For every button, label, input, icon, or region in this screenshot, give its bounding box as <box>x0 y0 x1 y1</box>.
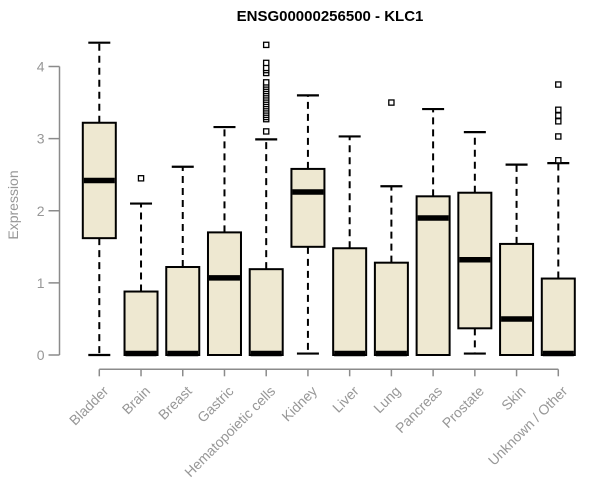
box-breast <box>165 266 201 357</box>
outlier-brain <box>137 175 145 182</box>
x-tick-label-prostate: Prostate <box>439 383 487 431</box>
x-tick-label-bladder: Bladder <box>66 383 112 429</box>
outlier-hematopoietic-cells <box>262 41 270 49</box>
box-hematopoietic-cells <box>248 268 284 357</box>
x-tick-label-skin: Skin <box>498 383 529 414</box>
box-lung <box>373 261 409 356</box>
x-tick-label-lung: Lung <box>370 383 403 416</box>
box-skin <box>499 242 535 357</box>
box-unknown-other <box>540 277 576 356</box>
y-axis-label: Expression <box>5 170 21 239</box>
box-pancreas <box>415 195 451 356</box>
outlier-unknown-other <box>555 133 562 140</box>
y-tick-label: 4 <box>37 59 45 75</box>
outlier-hematopoietic-cells <box>262 128 270 135</box>
box-liver <box>332 247 368 357</box>
y-tick-label: 0 <box>37 347 45 363</box>
outlier-lung <box>388 99 395 106</box>
box-brain <box>123 290 159 356</box>
outlier-unknown-other <box>555 157 562 164</box>
y-tick-label: 2 <box>37 203 45 219</box>
outlier-hematopoietic-cells <box>262 59 270 67</box>
outlier-unknown-other <box>555 118 562 125</box>
box-kidney <box>290 167 326 248</box>
x-tick-label-unknown-other: Unknown / Other <box>485 383 571 469</box>
y-tick-label: 3 <box>37 131 45 147</box>
y-tick-label: 1 <box>37 275 45 291</box>
x-tick-label-brain: Brain <box>119 383 153 417</box>
x-tick-label-liver: Liver <box>329 383 362 416</box>
box-gastric <box>206 231 242 356</box>
outlier-unknown-other <box>555 112 562 119</box>
outlier-hematopoietic-cells <box>262 79 270 86</box>
x-tick-label-kidney: Kidney <box>278 383 320 425</box>
outlier-unknown-other <box>555 81 562 88</box>
x-tick-label-breast: Breast <box>155 383 195 423</box>
chart-title: ENSG00000256500 - KLC1 <box>237 8 424 25</box>
outlier-unknown-other <box>555 106 562 114</box>
